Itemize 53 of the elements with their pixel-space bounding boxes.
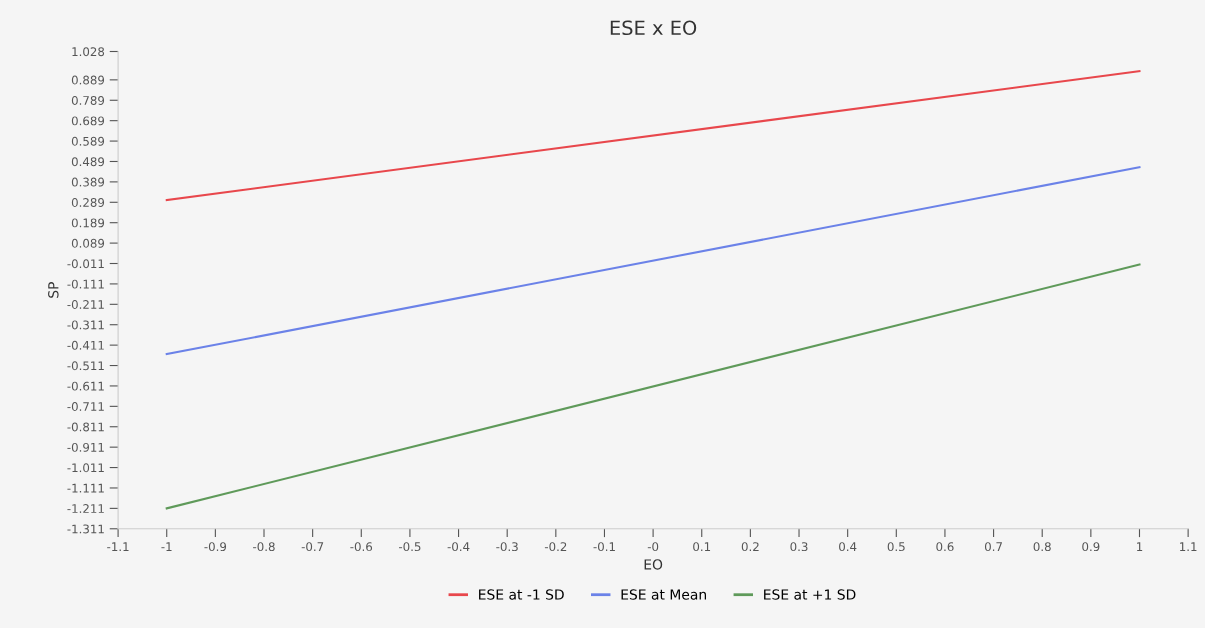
x-tick-label: 0.8 (1033, 542, 1051, 552)
x-tick-label: -0.1 (593, 542, 615, 552)
y-tick-label: 0.089 (71, 238, 105, 248)
y-tick-label: 0.889 (71, 75, 105, 85)
x-tick-label: -0.7 (301, 542, 324, 552)
x-tick-label: -0.4 (447, 542, 470, 552)
y-tick-label: 0.389 (71, 177, 105, 187)
y-tick-label: 0.689 (71, 116, 105, 126)
x-tick-label: -0.5 (398, 542, 421, 552)
x-tick-label: -0.8 (253, 542, 275, 552)
x-tick-label: 0.7 (984, 542, 1002, 552)
x-tick-label: -1 (161, 542, 172, 551)
y-tick-label: -0.811 (67, 422, 104, 432)
x-tick-label: 0.9 (1082, 542, 1100, 552)
y-tick-label: 0.289 (71, 198, 105, 207)
y-tick-label: -0.511 (67, 361, 104, 371)
x-tick-label: 0.6 (936, 542, 954, 552)
x-tick-label: 1.1 (1180, 542, 1197, 551)
x-tick-label: -0.6 (350, 542, 373, 552)
y-tick-label: -0.711 (67, 402, 104, 411)
x-tick-label: 0.2 (741, 542, 759, 552)
x-tick-label: -0.2 (544, 542, 567, 552)
y-tick-label: -1.211 (67, 504, 104, 513)
x-tick-label: 0.1 (693, 542, 711, 552)
x-tick-label: -0.9 (204, 542, 227, 552)
y-tick-label: -1.311 (67, 524, 104, 534)
x-tick-label: 1 (1137, 542, 1143, 551)
chart-title: ESE x EO (610, 20, 697, 36)
y-tick-label: -0.311 (67, 320, 104, 330)
y-tick-label: -0.411 (67, 340, 104, 350)
y-tick-label: -1.011 (67, 463, 104, 473)
y-tick-label: 0.789 (71, 95, 105, 105)
x-tick-label: -0 (647, 542, 659, 552)
y-tick-label: -0.911 (67, 442, 104, 452)
x-tick-label: 0.5 (887, 542, 905, 552)
y-axis-title: SP (48, 282, 59, 298)
legend-label: ESE at +1 SD (764, 589, 856, 600)
legend-label: ESE at -1 SD (479, 589, 564, 600)
y-tick-label: -0.011 (67, 259, 104, 269)
y-tick-label: 1.028 (72, 47, 105, 57)
legend-label: ESE at Mean (621, 589, 706, 600)
y-tick-label: -1.111 (67, 483, 104, 493)
y-tick-label: 0.589 (71, 136, 105, 146)
y-tick-label: -0.111 (67, 279, 104, 289)
x-tick-label: -0.3 (496, 542, 518, 552)
x-tick-label: 0.3 (790, 542, 808, 552)
y-tick-label: -0.211 (67, 300, 104, 309)
x-tick-label: -1.1 (107, 542, 129, 551)
x-axis-title: EO (644, 559, 663, 570)
y-tick-label: 0.489 (71, 157, 105, 167)
y-tick-label: 0.189 (71, 218, 105, 228)
y-tick-label: -0.611 (67, 381, 104, 391)
x-tick-label: 0.4 (839, 542, 857, 552)
